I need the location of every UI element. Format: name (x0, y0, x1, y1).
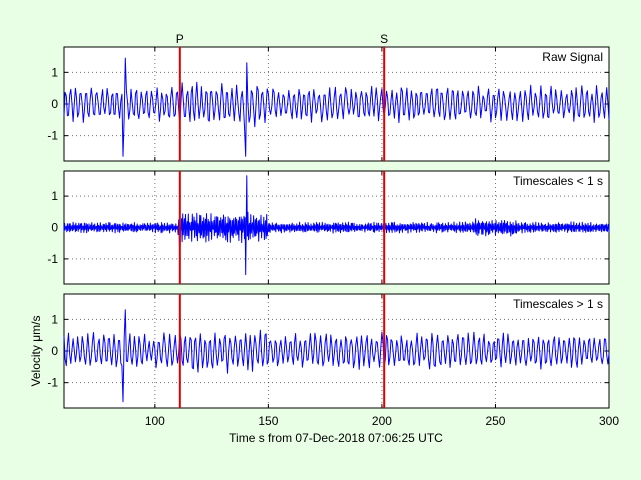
panel-title: Timescales < 1 s (513, 174, 603, 188)
x-tick-label: 100 (145, 414, 165, 428)
waveform-trace (63, 57, 610, 157)
y-tick-label: 1 (51, 65, 58, 79)
panel-title: Timescales > 1 s (513, 297, 603, 311)
y-tick-label: -1 (47, 252, 58, 266)
x-axis-label: Time s from 07-Dec-2018 07:06:25 UTC (229, 431, 443, 445)
x-tick-label: 200 (372, 414, 392, 428)
x-tick-label: 150 (258, 414, 278, 428)
panel-3: -1 0 1 100 150 200 250 300 Timescales > 1 s (47, 293, 619, 428)
waveform-trace (63, 309, 610, 403)
panels-layer: -1 0 1 Raw Signal -1 0 1 Timescales < 1 s -1 0 1 10… (47, 46, 619, 428)
phase-marker-label: P (176, 32, 184, 46)
panel-2: -1 0 1 Timescales < 1 s (47, 170, 610, 285)
panel-1: -1 0 1 Raw Signal (47, 46, 610, 162)
y-axis-label: Velocity μm/s (29, 316, 43, 387)
y-tick-label: 1 (51, 189, 58, 203)
y-tick-label: 1 (51, 312, 58, 326)
y-tick-label: 0 (51, 221, 58, 235)
x-tick-label: 250 (485, 414, 505, 428)
waveform-trace (63, 175, 610, 276)
y-tick-label: 0 (51, 344, 58, 358)
panel-title: Raw Signal (542, 50, 603, 64)
y-tick-label: -1 (47, 129, 58, 143)
y-tick-label: -1 (47, 376, 58, 390)
y-tick-label: 0 (51, 97, 58, 111)
phase-marker-label: S (380, 32, 388, 46)
x-tick-label: 300 (599, 414, 619, 428)
